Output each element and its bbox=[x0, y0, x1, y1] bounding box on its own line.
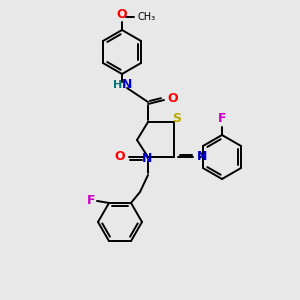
Text: N: N bbox=[197, 151, 207, 164]
Text: N: N bbox=[122, 79, 132, 92]
Text: S: S bbox=[172, 112, 182, 124]
Text: N: N bbox=[142, 152, 152, 166]
Text: F: F bbox=[86, 194, 95, 207]
Text: O: O bbox=[117, 8, 127, 21]
Text: CH₃: CH₃ bbox=[138, 12, 156, 22]
Text: F: F bbox=[218, 112, 226, 125]
Text: O: O bbox=[167, 92, 178, 106]
Text: H: H bbox=[113, 80, 123, 90]
Text: O: O bbox=[114, 151, 125, 164]
